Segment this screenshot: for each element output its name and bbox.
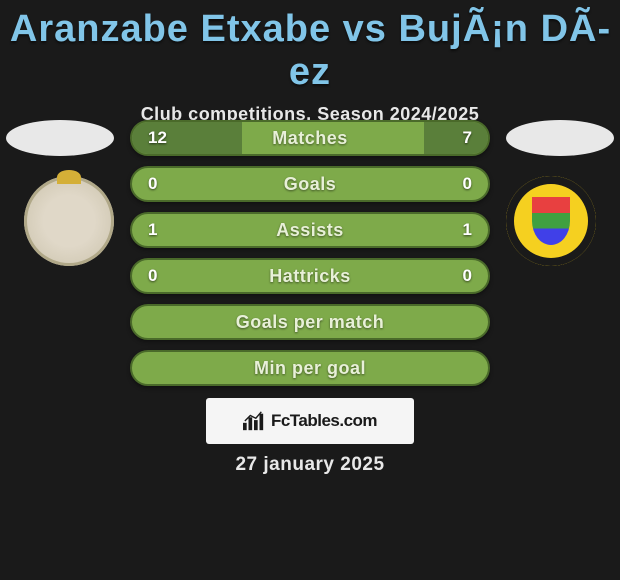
page-title: Aranzabe Etxabe vs BujÃ¡n DÃ­ez: [0, 0, 620, 94]
stat-label: Hattricks: [269, 266, 351, 287]
stats-bars: 12 Matches 7 0 Goals 0 1 Assists 1 0 Hattricks 0 Goa…: [130, 120, 490, 396]
stat-bar: 12 Matches 7: [130, 120, 490, 156]
brand-text: FcTables.com: [271, 411, 377, 431]
stat-value-left: 0: [148, 266, 157, 286]
stat-value-right: 0: [463, 174, 472, 194]
stat-value-left: 0: [148, 174, 157, 194]
shield-icon: [532, 197, 570, 245]
stat-value-right: 0: [463, 266, 472, 286]
stat-label: Min per goal: [254, 358, 366, 379]
player-photo-right: [506, 120, 614, 156]
club-badge-right: [506, 176, 596, 266]
stat-value-left: 1: [148, 220, 157, 240]
stat-label: Assists: [276, 220, 344, 241]
stat-bar: Min per goal: [130, 350, 490, 386]
stat-label: Goals per match: [236, 312, 385, 333]
footer-date: 27 january 2025: [0, 454, 620, 476]
brand-badge: FcTables.com: [206, 398, 414, 444]
stat-bar: 0 Goals 0: [130, 166, 490, 202]
player-photo-left: [6, 120, 114, 156]
stat-label: Matches: [272, 128, 348, 149]
chart-icon: [243, 411, 265, 431]
stat-value-left: 12: [148, 128, 167, 148]
club-badge-left: [24, 176, 114, 266]
stat-label: Goals: [284, 174, 337, 195]
stat-bar: 1 Assists 1: [130, 212, 490, 248]
stat-value-right: 7: [463, 128, 472, 148]
stat-bar: Goals per match: [130, 304, 490, 340]
stat-bar: 0 Hattricks 0: [130, 258, 490, 294]
stat-value-right: 1: [463, 220, 472, 240]
